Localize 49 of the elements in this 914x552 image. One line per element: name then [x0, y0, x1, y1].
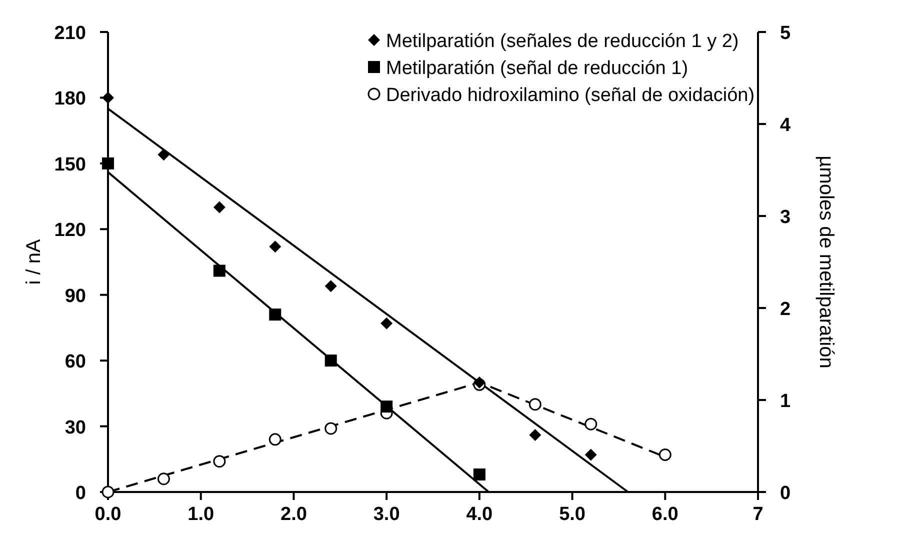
point [269, 308, 282, 321]
y2-tick-label: 3 [780, 207, 791, 228]
y-tick-label: 0 [75, 483, 86, 504]
y-tick-label: 30 [64, 417, 86, 438]
y-tick-label: 120 [54, 220, 86, 242]
y-tick-label: 180 [54, 88, 86, 110]
x-tick-label: 2.0 [280, 504, 307, 525]
y-axis-title: i / nA [23, 238, 45, 285]
y-tick-label: 60 [64, 352, 86, 373]
x-tick-label: 1.0 [188, 504, 214, 525]
point [380, 317, 393, 330]
point [158, 148, 170, 161]
y2-tick-label: 2 [780, 299, 791, 320]
x-tick-label: 4.0 [466, 504, 493, 525]
legend-label: Metilparatión (señal de reducción 1) [386, 58, 688, 79]
x-tick-label: 6.0 [652, 504, 678, 525]
y-tick-label: 210 [54, 23, 86, 44]
y2-tick-label: 5 [780, 23, 791, 44]
point [213, 201, 226, 214]
y2-tick-label: 4 [780, 115, 791, 136]
y-tick-label: 150 [54, 154, 86, 176]
x-tick-label: 5.0 [559, 504, 586, 525]
point [324, 422, 338, 435]
point [658, 448, 672, 462]
point [213, 455, 226, 468]
point [102, 157, 114, 170]
point [157, 472, 170, 486]
y-tick-label: 90 [64, 286, 86, 307]
point [269, 240, 282, 253]
point [584, 448, 597, 461]
y2-tick-label: 0 [780, 483, 791, 504]
legend-label: Derivado hidroxilamino (señal de oxidación) [386, 85, 755, 106]
point [473, 468, 486, 480]
point [102, 92, 114, 104]
point [324, 354, 337, 367]
point [528, 398, 542, 411]
y2-axis-title: µmoles de metilparatión [815, 156, 837, 368]
point [529, 429, 542, 442]
y2-tick-label: 1 [780, 391, 791, 412]
point [268, 433, 282, 446]
point [324, 280, 337, 292]
point [584, 418, 598, 430]
legend-label: Metilparatión (señales de reducción 1 y 2) [386, 31, 739, 52]
x-tick-label: 7 [752, 504, 764, 525]
point [473, 376, 486, 388]
x-tick-label: 0.0 [94, 504, 122, 525]
point [380, 400, 393, 413]
x-tick-label: 3.0 [373, 504, 400, 525]
point [213, 264, 226, 277]
